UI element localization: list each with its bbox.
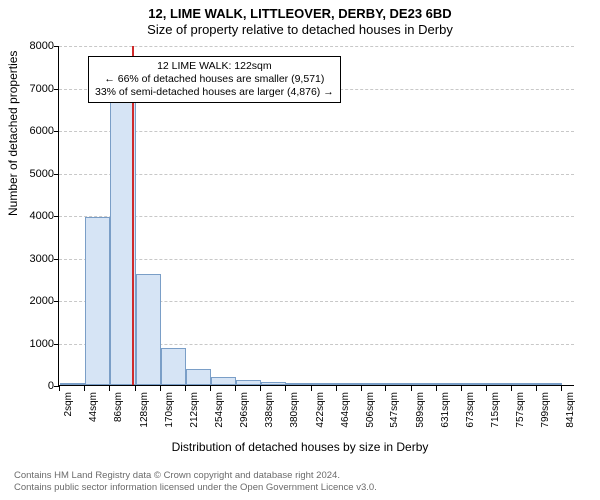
- ytick-mark: [54, 131, 59, 132]
- xtick-mark: [235, 386, 236, 391]
- xtick-label: 212sqm: [189, 392, 200, 428]
- xtick-mark: [486, 386, 487, 391]
- ytick-label: 2000: [14, 295, 54, 307]
- xtick-mark: [160, 386, 161, 391]
- histogram-bar: [386, 383, 411, 385]
- gridline: [59, 46, 574, 47]
- xtick-label: 86sqm: [113, 392, 124, 422]
- xtick-mark: [461, 386, 462, 391]
- xtick-mark: [436, 386, 437, 391]
- xtick-mark: [411, 386, 412, 391]
- gridline: [59, 216, 574, 217]
- histogram-bar: [85, 217, 110, 385]
- xtick-label: 170sqm: [164, 392, 175, 428]
- xtick-mark: [511, 386, 512, 391]
- ytick-label: 5000: [14, 168, 54, 180]
- xtick-mark: [536, 386, 537, 391]
- histogram-bar: [236, 380, 261, 385]
- xtick-mark: [59, 386, 60, 391]
- histogram-bar: [362, 383, 387, 385]
- ytick-label: 4000: [14, 210, 54, 222]
- annotation-line-3: 33% of semi-detached houses are larger (…: [95, 86, 334, 99]
- ytick-mark: [54, 216, 59, 217]
- xtick-label: 631sqm: [440, 392, 451, 428]
- histogram-bar: [312, 383, 337, 385]
- gridline: [59, 259, 574, 260]
- chart-title-sub: Size of property relative to detached ho…: [0, 22, 600, 37]
- xtick-mark: [135, 386, 136, 391]
- histogram-bar: [512, 383, 537, 385]
- ytick-label: 6000: [14, 125, 54, 137]
- xtick-label: 757sqm: [515, 392, 526, 428]
- annotation-box: 12 LIME WALK: 122sqm ← 66% of detached h…: [88, 56, 341, 103]
- xtick-label: 715sqm: [490, 392, 501, 428]
- ytick-label: 8000: [14, 40, 54, 52]
- ytick-label: 0: [14, 380, 54, 392]
- xtick-mark: [336, 386, 337, 391]
- annotation-line-2: ← 66% of detached houses are smaller (9,…: [95, 73, 334, 86]
- xtick-mark: [311, 386, 312, 391]
- histogram-bar: [286, 383, 311, 385]
- footer-line-2: Contains public sector information licen…: [14, 482, 377, 494]
- annotation-line-1: 12 LIME WALK: 122sqm: [95, 60, 334, 73]
- histogram-bar: [261, 382, 286, 385]
- xtick-label: 128sqm: [139, 392, 150, 428]
- xtick-mark: [561, 386, 562, 391]
- footer-line-1: Contains HM Land Registry data © Crown c…: [14, 470, 377, 482]
- xtick-label: 589sqm: [415, 392, 426, 428]
- chart-title-main: 12, LIME WALK, LITTLEOVER, DERBY, DE23 6…: [0, 6, 600, 21]
- xtick-mark: [361, 386, 362, 391]
- xtick-mark: [260, 386, 261, 391]
- ytick-mark: [54, 89, 59, 90]
- xtick-label: 799sqm: [540, 392, 551, 428]
- histogram-bar: [537, 383, 562, 385]
- histogram-bar: [136, 274, 161, 385]
- histogram-bar: [437, 383, 462, 385]
- xtick-label: 44sqm: [88, 392, 99, 422]
- histogram-bar: [412, 383, 437, 385]
- xtick-label: 841sqm: [565, 392, 576, 428]
- xtick-mark: [210, 386, 211, 391]
- xtick-label: 296sqm: [239, 392, 250, 428]
- xtick-mark: [84, 386, 85, 391]
- ytick-label: 3000: [14, 253, 54, 265]
- ytick-label: 7000: [14, 83, 54, 95]
- xtick-label: 254sqm: [214, 392, 225, 428]
- xtick-label: 338sqm: [264, 392, 275, 428]
- footer-attribution: Contains HM Land Registry data © Crown c…: [14, 470, 377, 494]
- histogram-bar: [462, 383, 487, 385]
- xtick-label: 380sqm: [289, 392, 300, 428]
- xtick-label: 506sqm: [365, 392, 376, 428]
- x-axis-label: Distribution of detached houses by size …: [0, 440, 600, 454]
- histogram-bar: [211, 377, 236, 385]
- ytick-mark: [54, 46, 59, 47]
- histogram-bar: [60, 383, 85, 385]
- histogram-bar: [161, 348, 186, 385]
- xtick-label: 422sqm: [315, 392, 326, 428]
- chart-title-block: 12, LIME WALK, LITTLEOVER, DERBY, DE23 6…: [0, 0, 600, 37]
- ytick-mark: [54, 259, 59, 260]
- ytick-mark: [54, 174, 59, 175]
- ytick-label: 1000: [14, 338, 54, 350]
- xtick-mark: [385, 386, 386, 391]
- xtick-label: 673sqm: [465, 392, 476, 428]
- xtick-label: 2sqm: [63, 392, 74, 416]
- gridline: [59, 131, 574, 132]
- xtick-mark: [285, 386, 286, 391]
- histogram-bar: [186, 369, 211, 385]
- histogram-bar: [487, 383, 512, 385]
- gridline: [59, 174, 574, 175]
- xtick-mark: [109, 386, 110, 391]
- ytick-mark: [54, 344, 59, 345]
- ytick-mark: [54, 301, 59, 302]
- xtick-label: 547sqm: [389, 392, 400, 428]
- xtick-mark: [185, 386, 186, 391]
- xtick-label: 464sqm: [340, 392, 351, 428]
- histogram-bar: [337, 383, 362, 385]
